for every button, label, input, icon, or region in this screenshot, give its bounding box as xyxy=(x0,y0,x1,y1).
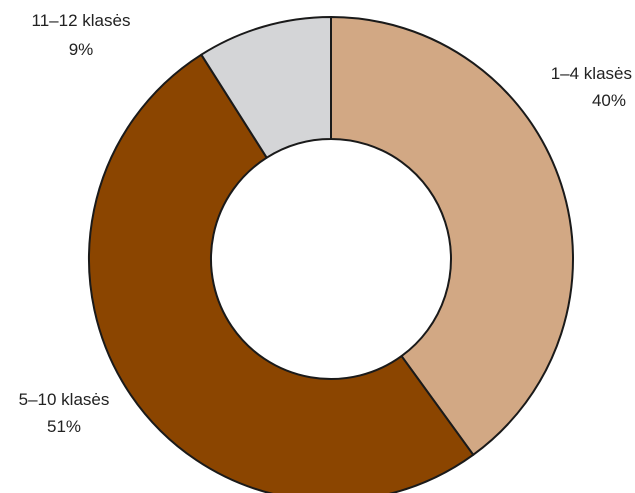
slice-label-1-4: 1–4 klasės xyxy=(551,64,632,83)
slice-label-11-12: 11–12 klasės xyxy=(32,11,131,30)
slice-value-1-4: 40% xyxy=(592,91,626,110)
slice-value-11-12: 9% xyxy=(69,40,94,59)
donut-slices xyxy=(88,16,574,493)
slice-11-12-klases xyxy=(200,16,332,159)
slice-label-5-10: 5–10 klasės xyxy=(19,390,110,409)
slice-1-4-klases xyxy=(330,16,574,456)
slice-value-5-10: 51% xyxy=(47,417,81,436)
slice-5-10-klases xyxy=(88,53,475,493)
